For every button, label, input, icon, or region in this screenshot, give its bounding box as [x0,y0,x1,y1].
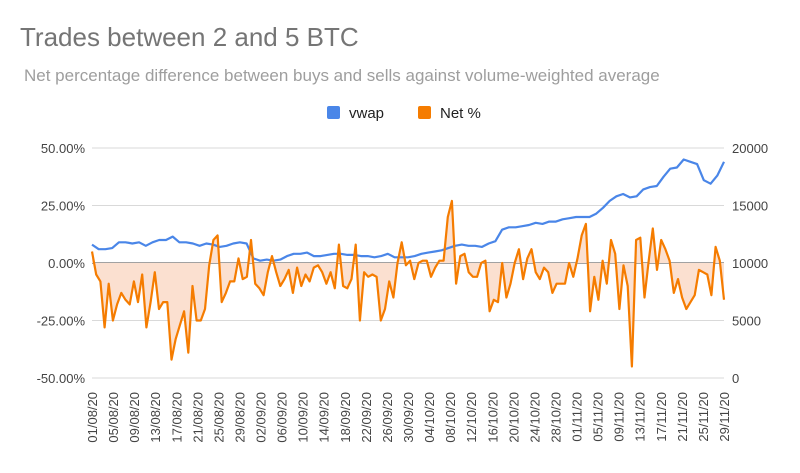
legend-swatch-net [418,106,431,119]
legend-swatch-vwap [327,106,340,119]
right-tick-label: 15000 [732,199,768,214]
x-tick-label: 26/09/20 [380,392,395,443]
legend-label: Net % [440,105,481,122]
net-percent-fill [92,200,724,367]
x-axis: 01/08/20 05/08/20 09/08/20 13/08/20 17/08/20… [85,392,732,443]
x-tick-label: 05/11/20 [591,392,606,442]
x-tick-label: 30/09/20 [401,392,416,443]
chart-title: Trades between 2 and 5 BTC [20,22,359,52]
right-axis: 20000 15000 10000 5000 0 [732,141,768,386]
left-tick-label: 0.00% [48,256,85,271]
x-tick-label: 17/11/20 [654,392,669,442]
x-tick-label: 22/09/20 [359,392,374,443]
x-tick-label: 21/11/20 [675,392,690,442]
x-tick-label: 29/11/20 [717,392,732,442]
x-tick-label: 20/10/20 [506,392,521,443]
legend[interactable]: vwap Net % [327,105,481,122]
right-tick-label: 10000 [732,256,768,271]
x-tick-label: 01/08/20 [85,392,100,443]
x-tick-label: 25/08/20 [211,392,226,443]
right-tick-label: 0 [732,371,739,386]
x-tick-label: 02/09/20 [254,392,269,443]
left-tick-label: 50.00% [41,141,86,156]
right-tick-label: 20000 [732,141,768,156]
left-axis: 50.00% 25.00% 0.00% -25.00% -50.00% [37,141,86,386]
x-tick-label: 12/10/20 [464,392,479,443]
x-tick-label: 16/10/20 [485,392,500,443]
left-tick-label: -50.00% [37,371,86,386]
x-tick-label: 28/10/20 [548,392,563,443]
x-tick-label: 10/09/20 [296,392,311,443]
left-tick-label: 25.00% [41,199,86,214]
net-percent-area [92,200,724,367]
vwap-line [91,158,725,262]
x-tick-label: 25/11/20 [696,392,711,442]
x-tick-label: 06/09/20 [275,392,290,443]
x-tick-label: 29/08/20 [232,392,247,443]
x-tick-label: 09/11/20 [612,392,627,442]
net-percent-line [90,199,726,368]
x-tick-label: 17/08/20 [169,392,184,443]
chart-subtitle: Net percentage difference between buys a… [24,66,660,85]
x-tick-label: 09/08/20 [127,392,142,443]
x-tick-label: 21/08/20 [190,392,205,443]
x-tick-label: 13/08/20 [148,392,163,443]
series-lines [90,158,726,368]
x-tick-label: 18/09/20 [338,392,353,443]
legend-label: vwap [349,105,384,122]
left-tick-label: -25.00% [37,314,86,329]
x-tick-label: 05/08/20 [106,392,121,443]
x-tick-label: 13/11/20 [633,392,648,442]
x-tick-label: 14/09/20 [317,392,332,443]
x-tick-label: 04/10/20 [422,392,437,443]
right-tick-label: 5000 [732,314,761,329]
x-tick-label: 01/11/20 [570,392,585,442]
x-tick-label: 24/10/20 [527,392,542,443]
x-tick-label: 08/10/20 [443,392,458,443]
